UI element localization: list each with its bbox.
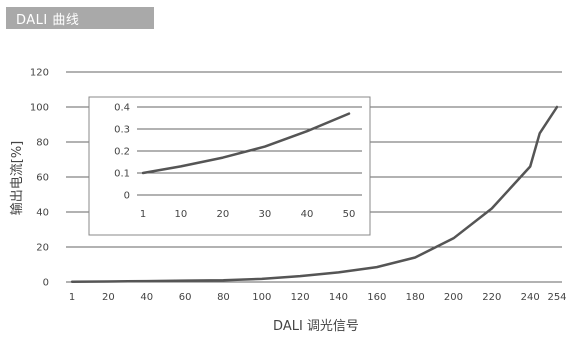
main-x-tick-label: 160 bbox=[367, 292, 386, 303]
main-y-tick-label: 0 bbox=[43, 278, 49, 289]
page-title: DALI 曲线 bbox=[16, 13, 80, 28]
inset-x-tick-label: 40 bbox=[301, 209, 314, 220]
main-series bbox=[70, 105, 559, 284]
inset-y-tick-label: 0.2 bbox=[114, 147, 130, 158]
main-x-tick-label: 240 bbox=[521, 292, 540, 303]
inset-series-line bbox=[141, 112, 351, 175]
inset-x-tick-label: 10 bbox=[174, 209, 187, 220]
main-y-tick-labels: 0 20 40 60 80 100 120 bbox=[30, 68, 49, 289]
main-series-line bbox=[70, 105, 559, 284]
main-x-tick-labels: 1 20 40 60 80 100 120 140 160 180 200 220 240 254 bbox=[69, 292, 567, 303]
header-title-bar: DALI 曲线 bbox=[6, 7, 154, 29]
inset-x-tick-label: 30 bbox=[259, 209, 272, 220]
inset-x-tick-labels: 1 10 20 30 40 50 bbox=[140, 209, 356, 220]
inset-y-tick-label: 0.1 bbox=[114, 169, 130, 180]
inset-x-tick-label: 20 bbox=[217, 209, 230, 220]
main-x-tick-label: 140 bbox=[329, 292, 348, 303]
inset-frame bbox=[88, 96, 371, 236]
main-y-tick-label: 100 bbox=[30, 103, 49, 114]
main-x-tick-label: 40 bbox=[140, 292, 153, 303]
main-x-tick-label: 200 bbox=[444, 292, 463, 303]
inset-series bbox=[141, 112, 351, 175]
inset-y-tick-label: 0 bbox=[124, 191, 130, 202]
inset-x-tick-label: 1 bbox=[140, 209, 146, 220]
main-x-tick-label: 180 bbox=[406, 292, 425, 303]
main-x-tick-label: 80 bbox=[217, 292, 230, 303]
inset-chart: 0 0.1 0.2 0.3 0.4 1 10 20 30 40 50 bbox=[88, 96, 371, 236]
y-axis-label: 输出电流[%] bbox=[9, 141, 25, 216]
main-x-tick-label: 1 bbox=[69, 292, 75, 303]
main-x-tick-label: 220 bbox=[482, 292, 501, 303]
inset-y-tick-label: 0.4 bbox=[114, 103, 130, 114]
main-y-tick-label: 120 bbox=[30, 68, 49, 79]
main-x-tick-label: 120 bbox=[291, 292, 310, 303]
main-x-tick-label: 254 bbox=[547, 292, 566, 303]
main-y-tick-label: 60 bbox=[36, 173, 49, 184]
x-axis-label: DALI 调光信号 bbox=[273, 319, 359, 334]
inset-y-tick-label: 0.3 bbox=[114, 125, 130, 136]
main-y-tick-label: 40 bbox=[36, 208, 49, 219]
inset-x-tick-label: 50 bbox=[343, 209, 356, 220]
main-x-tick-label: 100 bbox=[252, 292, 271, 303]
main-y-tick-label: 20 bbox=[36, 243, 49, 254]
main-x-tick-label: 20 bbox=[102, 292, 115, 303]
inset-y-tick-labels: 0 0.1 0.2 0.3 0.4 bbox=[114, 103, 130, 202]
main-x-tick-label: 60 bbox=[179, 292, 192, 303]
main-y-tick-label: 80 bbox=[36, 138, 49, 149]
